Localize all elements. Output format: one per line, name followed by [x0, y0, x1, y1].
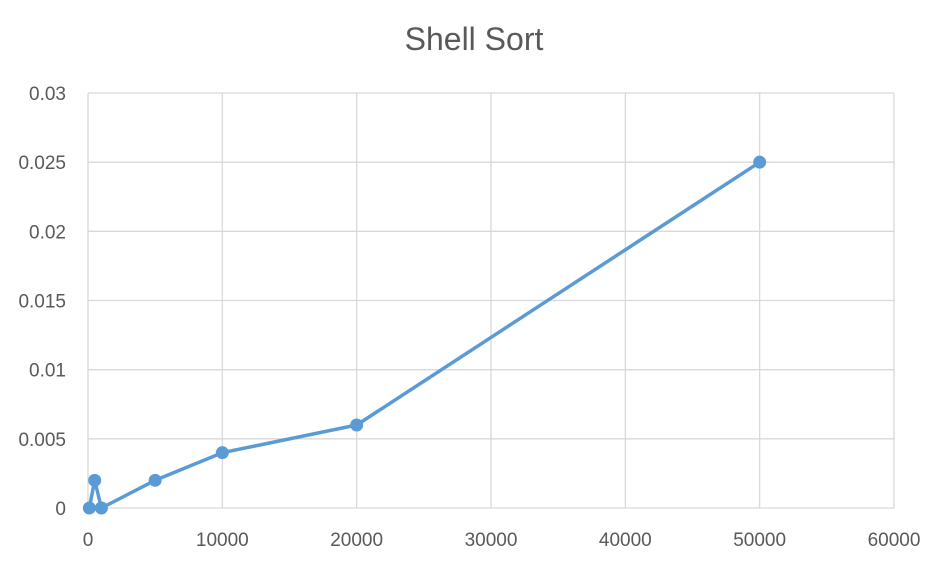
x-tick-label-2: 20000 [330, 530, 383, 551]
x-tick-label-6: 60000 [868, 530, 921, 551]
data-point-4 [215, 446, 229, 460]
y-tick-label-3: 0.015 [18, 292, 66, 313]
x-tick-label-0: 0 [83, 530, 94, 551]
y-tick-label-1: 0.005 [18, 430, 66, 451]
data-point-0 [82, 501, 96, 515]
y-tick-label-5: 0.025 [18, 153, 66, 174]
series-line-0 [87, 160, 762, 510]
y-tick-label-6: 0.03 [29, 84, 66, 105]
gridlines [87, 92, 895, 509]
x-tick-label-5: 50000 [733, 530, 786, 551]
y-tick-label-0: 0 [55, 499, 66, 520]
data-series [82, 155, 767, 515]
x-tick-label-1: 10000 [196, 530, 249, 551]
data-point-5 [350, 418, 364, 432]
y-tick-label-4: 0.02 [29, 222, 66, 243]
data-point-2 [94, 501, 108, 515]
x-tick-label-3: 30000 [465, 530, 518, 551]
data-point-1 [88, 473, 102, 487]
x-tick-label-4: 40000 [599, 530, 652, 551]
chart-title: Shell Sort [405, 21, 544, 57]
tick-labels: 0 0.005 0.01 0.015 0.02 0.025 0.03 0 10000 20000 3… [18, 84, 920, 551]
data-point-6 [753, 155, 767, 169]
data-point-3 [148, 473, 162, 487]
y-tick-label-2: 0.01 [29, 361, 66, 382]
